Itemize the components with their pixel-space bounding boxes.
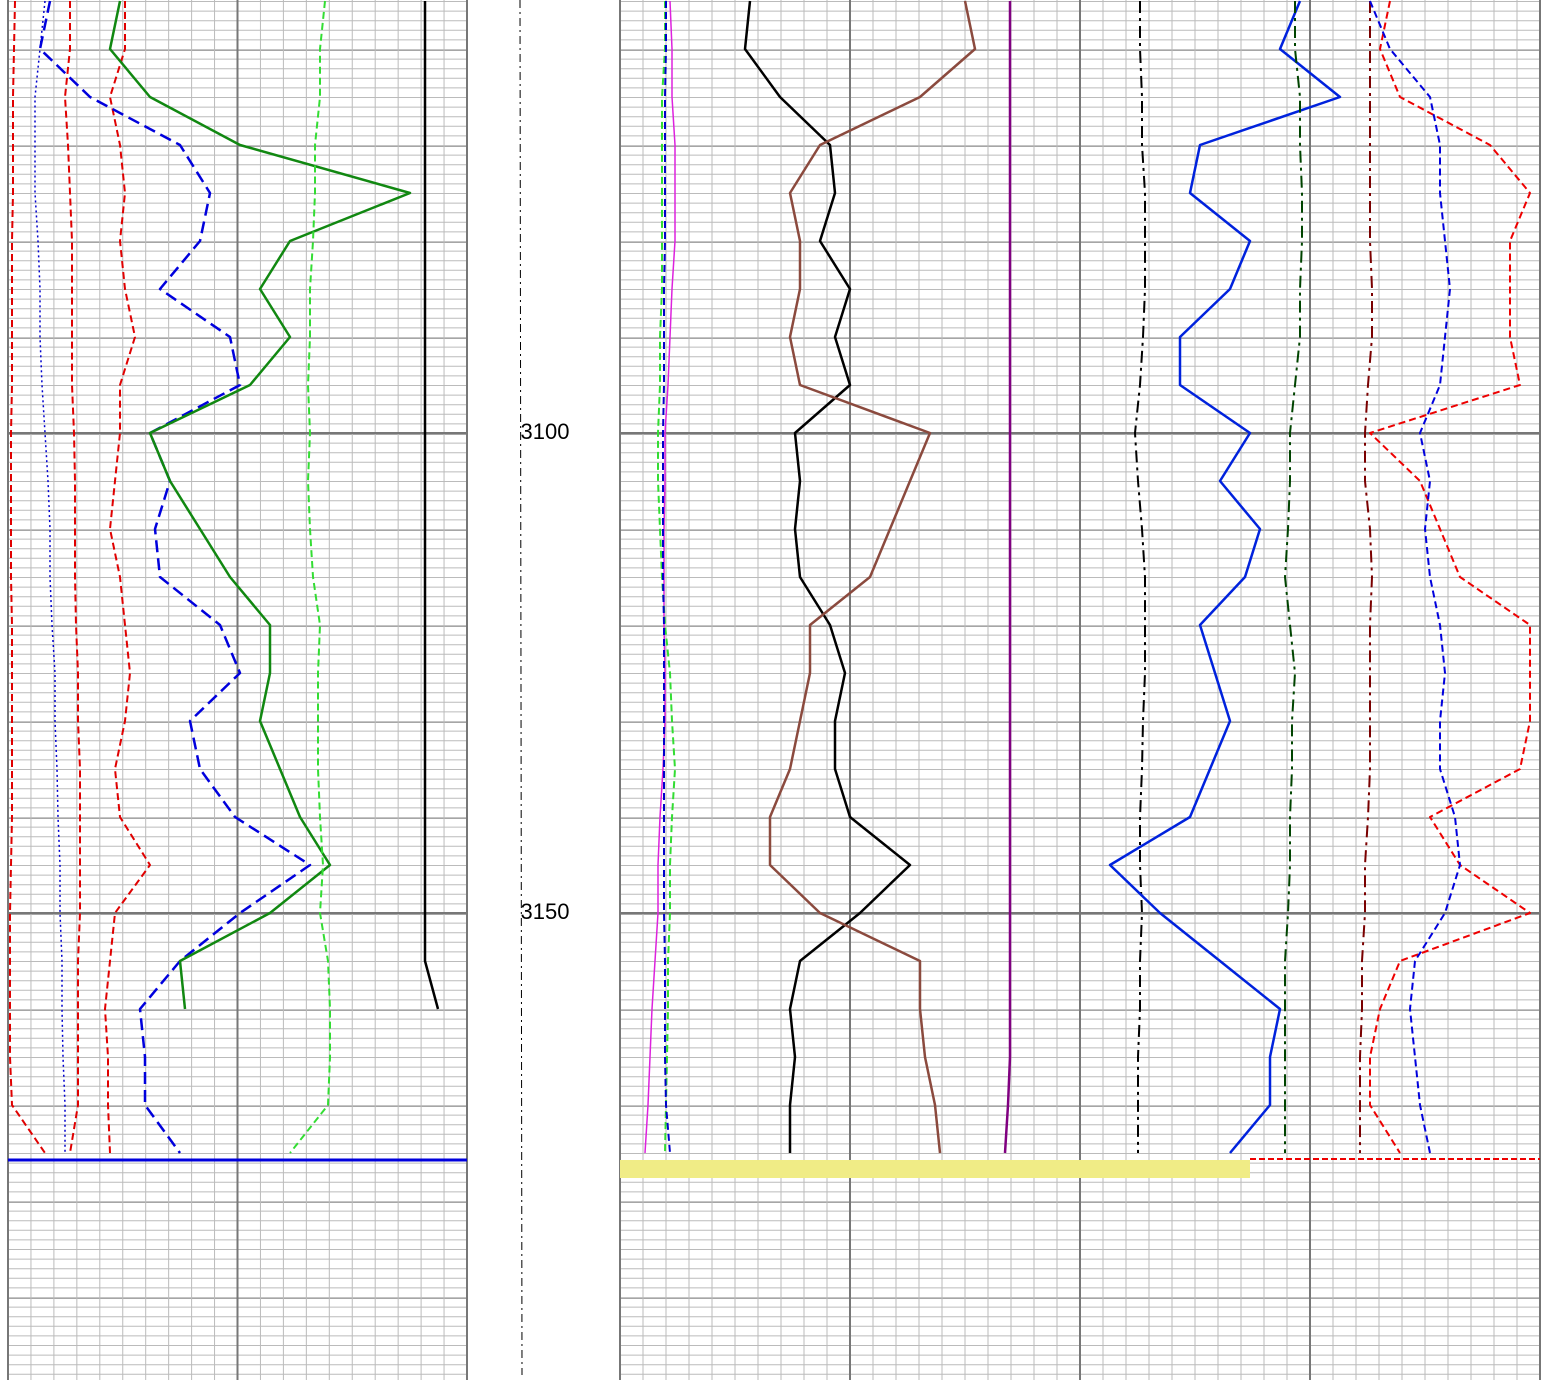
log-curve xyxy=(64,1,81,1154)
grid xyxy=(7,0,1541,1380)
log-curve xyxy=(1369,0,1461,1154)
log-curve xyxy=(1134,1,1146,1153)
depth-ticks: 3100 3150 xyxy=(521,419,570,924)
depth-label: 3100 xyxy=(521,419,570,444)
log-curve xyxy=(662,1,671,1154)
log-curve xyxy=(289,0,331,1154)
curves xyxy=(9,0,1531,1154)
log-curve xyxy=(1369,0,1531,1154)
log-curve xyxy=(768,0,977,1154)
log-curve xyxy=(1359,1,1373,1153)
log-curve xyxy=(104,1,151,1154)
log-curve xyxy=(1284,1,1303,1153)
depth-axis-line xyxy=(519,0,523,1376)
log-curve xyxy=(9,0,46,1154)
log-curve xyxy=(1003,1,1012,1154)
log-curve xyxy=(34,0,66,1153)
log-curve xyxy=(108,0,412,1010)
depth-label: 3150 xyxy=(521,899,570,924)
fill-bar xyxy=(620,1160,1250,1178)
log-curve xyxy=(423,1,440,1010)
log-curve xyxy=(1108,0,1342,1154)
log-curve xyxy=(743,0,912,1153)
